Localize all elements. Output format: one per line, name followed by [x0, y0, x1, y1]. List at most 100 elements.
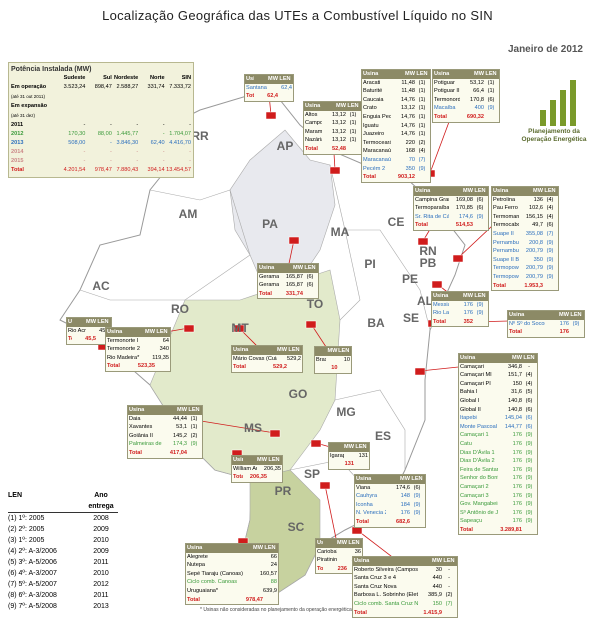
cell: (1) — [349, 128, 357, 135]
plant-marker — [452, 254, 464, 263]
cell: Crato — [363, 105, 377, 112]
cell: 440 — [432, 575, 442, 582]
box-header-cell: MW — [336, 103, 346, 109]
box-header-cell: MW — [268, 76, 278, 82]
cell: 169,08 — [455, 196, 473, 203]
row-label: Em operação (até 31 out 2011) — [11, 83, 59, 102]
cell: (1) — [487, 79, 495, 86]
box-header-cell: Usina — [460, 355, 476, 361]
plant-row: William Arjona 206,35 — [232, 465, 282, 474]
total-label: Total — [363, 174, 376, 181]
cell: - — [136, 122, 139, 128]
state-label: AP — [277, 139, 294, 153]
plant-box: Usina MW LEN Petrolina 136 (4) Pau Ferro I 102,… — [491, 186, 559, 292]
total-label: Total — [305, 145, 318, 152]
cell: Global I — [460, 397, 480, 404]
cell: (9) — [476, 301, 484, 308]
cell: 2.588,27 — [116, 84, 139, 90]
box-header-cell: Usina — [187, 545, 203, 551]
box-header-cell: LEN — [264, 545, 276, 551]
cell: - — [109, 158, 112, 164]
total-label: Total — [317, 565, 323, 572]
total-label: Total — [434, 113, 447, 120]
cell: (4) — [525, 372, 533, 379]
cell — [337, 364, 350, 373]
cell: Viana — [356, 484, 371, 491]
cell: 66,4 — [473, 88, 484, 95]
date: Janeiro de 2012 — [507, 44, 583, 55]
plant-row: Macaíba 400 (9) — [433, 104, 499, 113]
cell: Alegrete — [187, 553, 208, 560]
power-table: Potência Instalada (MW) Sudeste Sul Nordes… — [8, 62, 194, 178]
plant-row: Suape II 355,08 (7) — [492, 230, 558, 239]
cell: (9) — [525, 458, 533, 465]
total-value: 236 — [337, 565, 347, 572]
cell: 176 — [463, 301, 473, 308]
cell: Suape II — [493, 230, 514, 237]
box-header-cell: MW — [400, 476, 410, 482]
cell: (5) 3º: A-5/2006 — [8, 559, 57, 566]
plant-row: Maracanaú I 168 (4) — [362, 147, 430, 156]
total-label: Total — [354, 609, 367, 616]
plant-row: Barbosa L. Sobrinho (Eletrobolt) 385,9(2) — [353, 591, 457, 600]
cell: Camaçari MI — [460, 372, 492, 379]
total-label: Total — [433, 318, 446, 325]
box-total: Total 331,74 — [258, 290, 318, 299]
box-header-cell: MW — [344, 444, 354, 450]
cell: 140,8 — [508, 397, 522, 404]
cell: - — [448, 583, 450, 590]
cell: (9) — [525, 518, 533, 525]
cell: Mário Covas (Cuiabá) — [233, 355, 277, 362]
plant-box: Usina MW LEN Aracati 11,48 (1) Baturité 11,48 (1… — [361, 69, 431, 183]
cell: (9) — [546, 256, 554, 263]
box-header-cell: LEN — [288, 347, 300, 353]
cell: N. Venecia 2 — [356, 510, 386, 517]
cell: Piratininga — [317, 557, 337, 564]
len-row: (4) 2º: A-3/2006 2009 — [8, 546, 118, 557]
row-label-text: 2014 — [11, 149, 24, 155]
row-label: 2014 — [11, 148, 59, 157]
state-label: RR — [191, 129, 209, 143]
state-label: MA — [331, 225, 350, 239]
plant-row: Roberto Silveira (Campos) 30- — [353, 566, 457, 575]
state-label: BA — [367, 316, 385, 330]
box-header-cell: LEN — [523, 355, 535, 361]
cell: Goiânia II — [129, 432, 153, 439]
cell: 170,85 — [455, 205, 473, 212]
state-label: PE — [402, 272, 418, 286]
cell: Camaçari 1 — [460, 432, 489, 439]
state-label: CE — [388, 215, 405, 229]
box-header-cell: MW — [512, 355, 522, 361]
total-value: 1.415,9 — [423, 609, 442, 616]
total-value: 131 — [344, 461, 354, 468]
plant-row: Mário Covas (Cuiabá) 529,2 — [232, 355, 302, 364]
cell: 1.704,07 — [169, 131, 192, 137]
plant-marker — [351, 526, 363, 535]
cell: 200,79 — [525, 248, 543, 255]
plant-row: Termomanaus 156,15(4) — [492, 213, 558, 222]
cell: 2010 — [93, 537, 109, 544]
cell: (7) — [445, 600, 453, 607]
power-table-row: Em expansão (até 31 dez) — [11, 102, 191, 121]
cell: Termoparaíba — [415, 205, 449, 212]
box-total: Total 523,35 — [106, 362, 170, 371]
cell: 2009 — [93, 548, 109, 555]
total-label: Total — [129, 449, 142, 456]
cell: (6) — [306, 282, 314, 289]
power-table-title: Potência Instalada (MW) — [11, 66, 92, 73]
plant-row: Cauhyra 148 (9) — [355, 492, 425, 501]
plant-row: Camaçari 346,8- — [459, 363, 537, 372]
cell: (1) — [418, 105, 426, 112]
cell: 7.880,43 — [116, 167, 139, 173]
cell: (6) — [476, 205, 484, 212]
cell: Bahia I — [460, 389, 478, 396]
total-value: 10 — [331, 365, 338, 372]
cell: Termopower V — [493, 265, 519, 272]
box-header-cell: MW — [253, 545, 263, 551]
box-total: Total 62,4 — [245, 92, 293, 101]
footnote: * Usinas não consideradas no planejament… — [200, 607, 354, 613]
